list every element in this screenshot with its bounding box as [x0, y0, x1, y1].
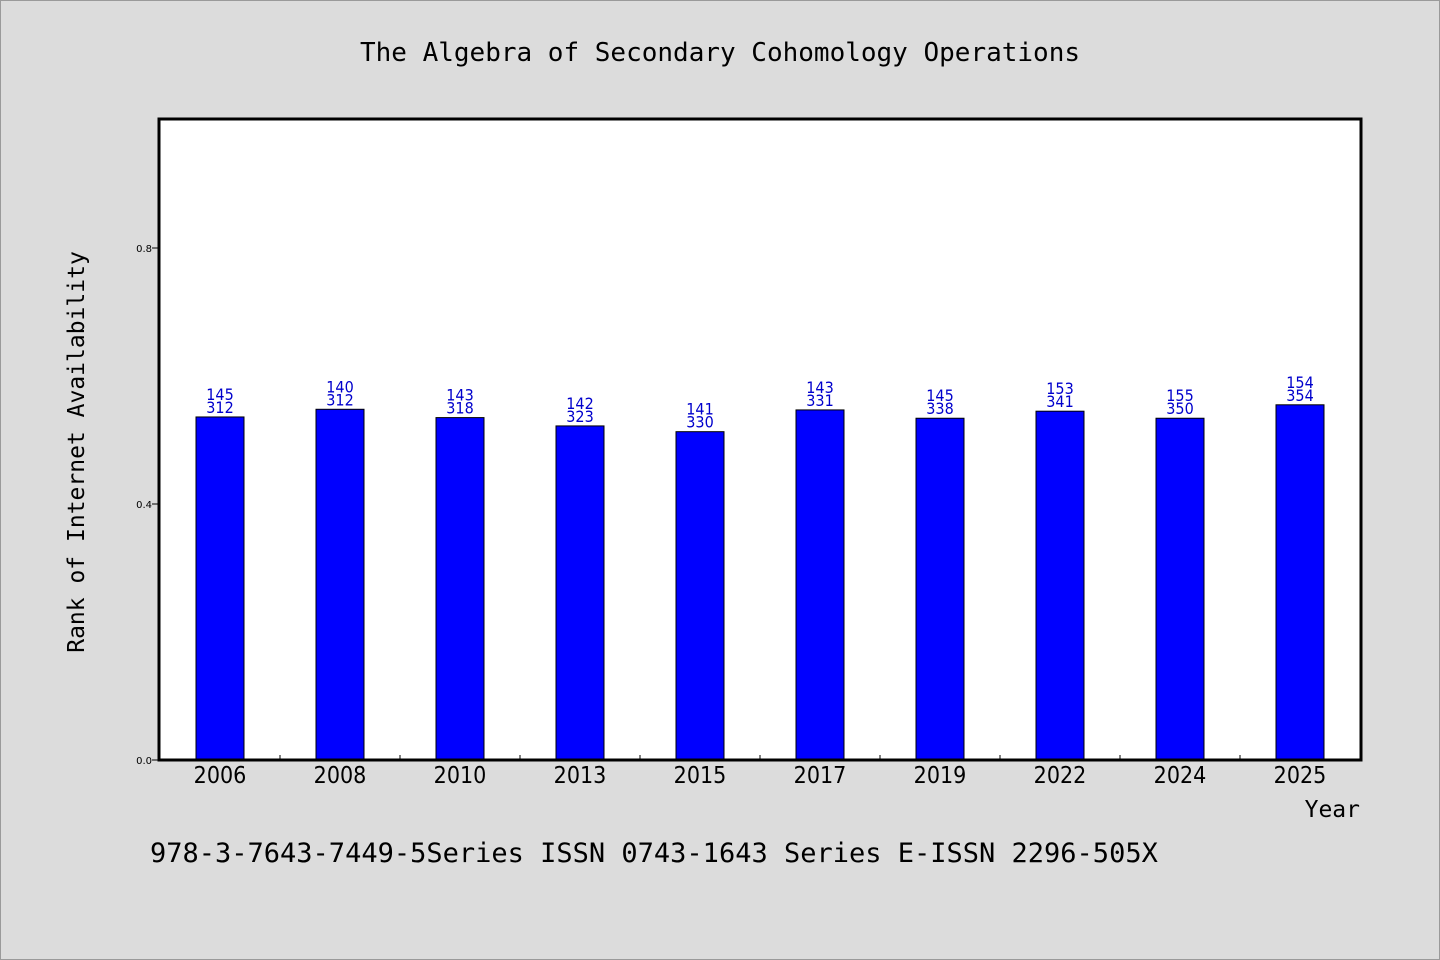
data-label-top: 142: [566, 394, 593, 413]
bar-2006: [195, 416, 245, 761]
data-label-top: 145: [926, 386, 953, 405]
data-label-bottom: 312: [206, 398, 233, 417]
x-axis-ticks: 2006 2008 2010 2013 2015 2017 2019 2022 2024 2025: [194, 755, 1327, 789]
data-label-top: 154: [1286, 373, 1313, 392]
data-label-top: 140: [326, 377, 353, 396]
data-label-bottom: 318: [446, 399, 473, 418]
x-tick-label: 2008: [314, 763, 367, 789]
data-label-top: 141: [686, 400, 713, 419]
bar-2017: [795, 409, 845, 761]
y-axis-ticks: 0.0 0.4 0.8: [136, 244, 160, 767]
data-label-bottom: 354: [1286, 386, 1313, 405]
data-label-bottom: 331: [806, 391, 833, 410]
bar-2025: [1275, 404, 1325, 761]
data-label-bottom: 312: [326, 390, 353, 409]
x-tick-label: 2025: [1274, 763, 1327, 789]
data-label-bottom: 323: [566, 407, 593, 426]
data-label-bottom: 350: [1166, 399, 1193, 418]
x-tick-label: 2024: [1154, 763, 1207, 789]
x-tick-label: 2006: [194, 763, 247, 789]
y-tick-label: 0.4: [136, 500, 152, 511]
bar-2024: [1155, 417, 1205, 761]
bar-2013: [555, 425, 605, 761]
x-tick-label: 2022: [1034, 763, 1087, 789]
y-axis-label: Rank of Internet Availability: [64, 251, 90, 653]
y-tick-label: 0.0: [136, 756, 152, 767]
x-tick-label: 2017: [794, 763, 847, 789]
y-tick-label: 0.8: [136, 244, 152, 255]
isbn-footer: 978-3-7643-7449-5Series ISSN 0743-1643 S…: [150, 838, 1158, 869]
bar-2010: [435, 417, 485, 761]
x-tick-label: 2015: [674, 763, 727, 789]
x-tick-label: 2013: [554, 763, 607, 789]
data-label-bottom: 338: [926, 399, 953, 418]
plot-frame: [157, 117, 1363, 762]
data-label-top: 143: [806, 378, 833, 397]
data-label-top: 143: [446, 386, 473, 405]
x-tick-label: 2019: [914, 763, 967, 789]
data-label-bottom: 330: [686, 413, 713, 432]
bar-2008: [315, 408, 365, 761]
data-label-top: 145: [206, 385, 233, 404]
data-label-top: 155: [1166, 386, 1193, 405]
data-label-top: 153: [1046, 379, 1073, 398]
bar-2015: [675, 431, 725, 761]
bars-group: [195, 404, 1325, 761]
data-label-bottom: 341: [1046, 392, 1073, 411]
bar-2022: [1035, 410, 1085, 761]
chart-title: The Algebra of Secondary Cohomology Oper…: [360, 38, 1080, 68]
x-tick-label: 2010: [434, 763, 487, 789]
bar-2019: [915, 417, 965, 761]
x-axis-label: Year: [1305, 797, 1360, 823]
